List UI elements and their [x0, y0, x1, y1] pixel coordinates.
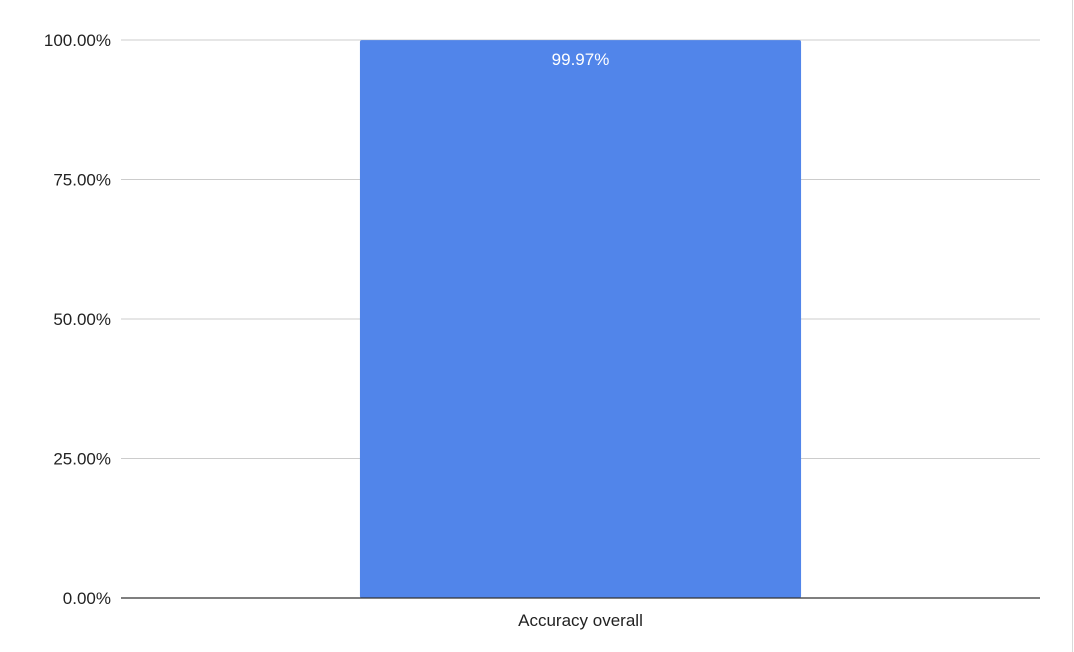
- y-axis-tick-labels: 0.00% 25.00% 50.00% 75.00% 100.00%: [44, 31, 111, 608]
- bar-data-label: 99.97%: [552, 50, 610, 69]
- y-tick-label: 50.00%: [53, 310, 111, 329]
- bar: [359, 40, 802, 598]
- y-tick-label: 75.00%: [53, 171, 111, 190]
- x-axis-category-labels: Accuracy overall: [518, 611, 643, 630]
- bars: [359, 40, 802, 598]
- x-category-label: Accuracy overall: [518, 611, 643, 630]
- y-tick-label: 100.00%: [44, 31, 111, 50]
- y-tick-label: 0.00%: [63, 589, 111, 608]
- y-tick-label: 25.00%: [53, 450, 111, 469]
- data-labels: 99.97%: [552, 50, 610, 69]
